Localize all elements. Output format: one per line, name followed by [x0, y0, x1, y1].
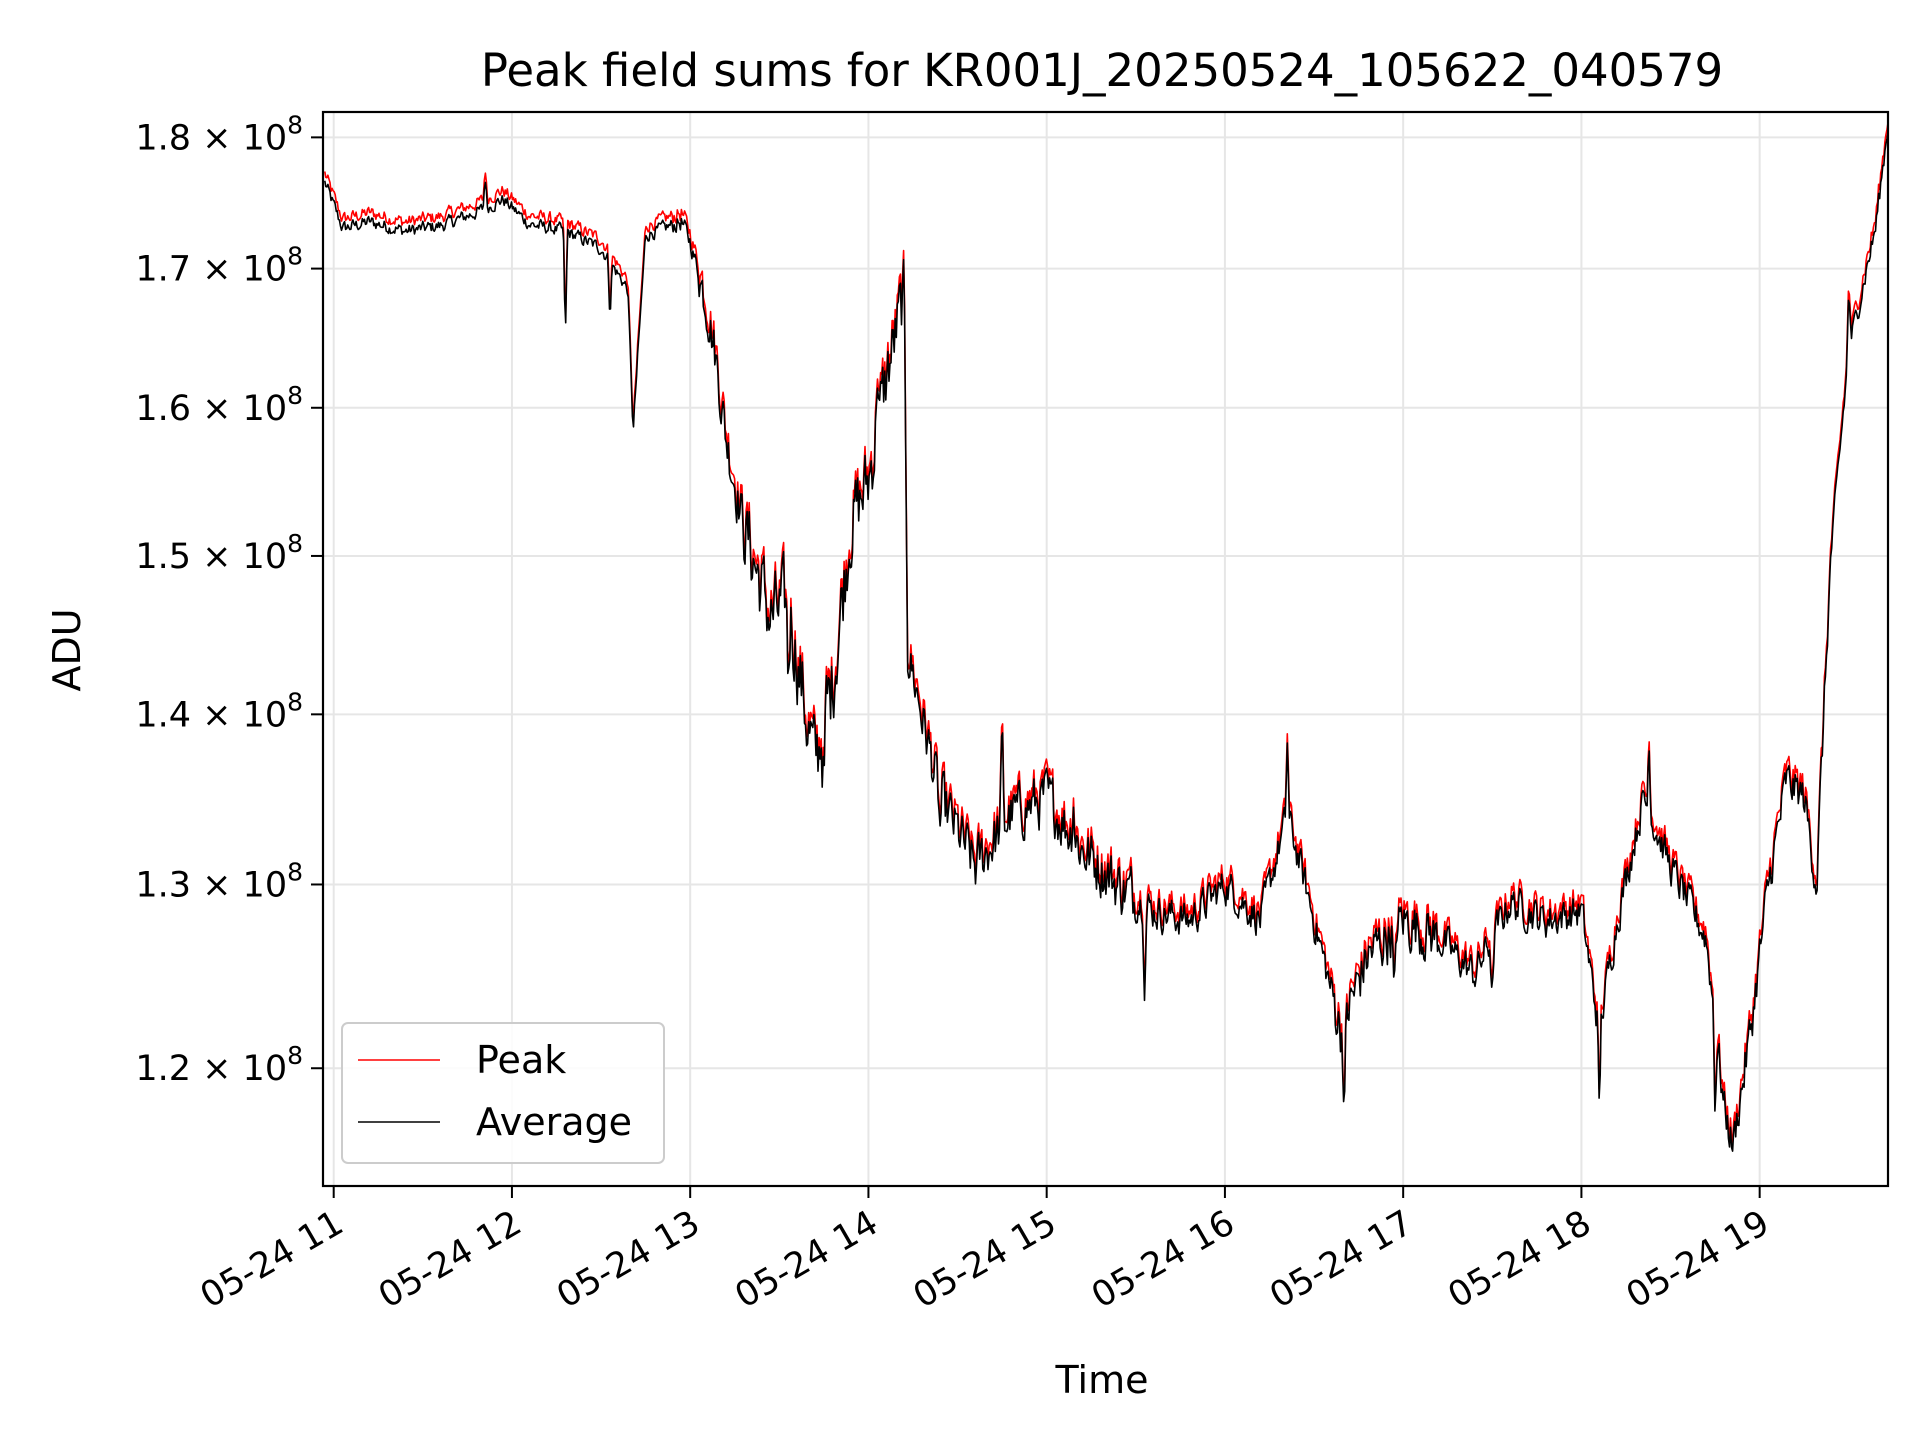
- legend: Peak Average: [341, 1022, 665, 1164]
- legend-peak-label: Peak: [476, 1038, 566, 1082]
- series-lines: [324, 122, 1888, 1152]
- y-gridlines: [323, 136, 1888, 1070]
- y-tick-label: 1.5 × 108: [135, 529, 303, 577]
- series-line-average: [324, 131, 1888, 1152]
- y-tick-label: 1.2 × 108: [135, 1041, 303, 1089]
- x-gridlines: [332, 112, 1761, 1186]
- y-tick-label: 1.8 × 108: [135, 110, 303, 158]
- chart-title: Peak field sums for KR001J_20250524_1056…: [481, 44, 1723, 97]
- y-tick-label: 1.7 × 108: [135, 242, 303, 290]
- legend-average-label: Average: [476, 1100, 632, 1144]
- y-axis-label: ADU: [45, 608, 89, 691]
- y-tick-label: 1.3 × 108: [135, 857, 303, 905]
- y-axis-ticks: 1.2 × 108 1.3 × 108 1.4 × 108 1.5 × 108 1.6 …: [135, 110, 323, 1089]
- y-tick-label: 1.6 × 108: [135, 381, 303, 429]
- y-tick-label: 1.4 × 108: [135, 687, 303, 735]
- axes-frame: [321, 110, 1890, 1188]
- legend-box: [341, 1022, 665, 1164]
- x-axis-label: Time: [1055, 1358, 1149, 1402]
